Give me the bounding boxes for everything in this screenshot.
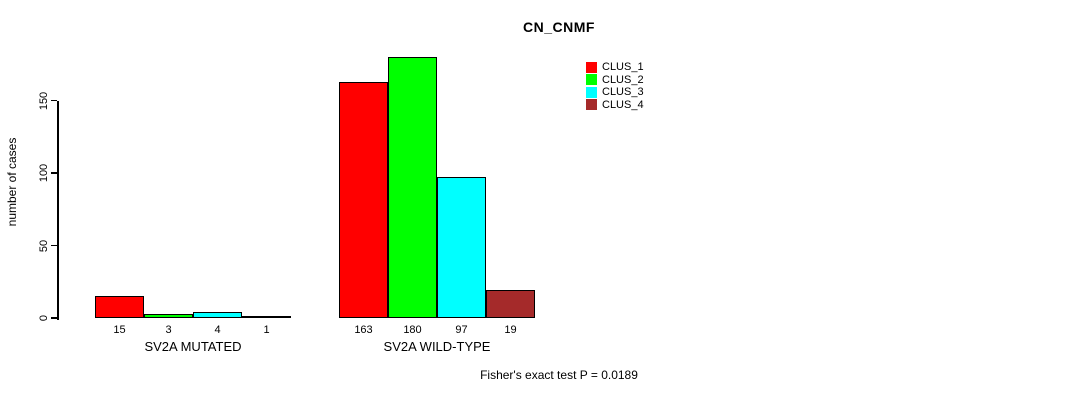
y-tick-label: 50 [38, 239, 50, 252]
bar-value-label-clus-1-sv2a-wild-type: 163 [354, 324, 373, 336]
y-tick-label: 150 [38, 91, 50, 110]
bar-value-label-clus-2-sv2a-wild-type: 180 [403, 324, 422, 336]
legend-swatch-clus-4 [586, 99, 597, 111]
y-tick-mark [51, 317, 57, 319]
bar-value-label-clus-2-sv2a-mutated: 3 [165, 324, 172, 336]
bar-clus-3-sv2a-wild-type [437, 177, 486, 318]
y-tick-label: 100 [38, 163, 50, 183]
bar-value-label-clus-3-sv2a-mutated: 4 [214, 324, 221, 336]
legend-swatch-clus-1 [586, 61, 597, 73]
legend-swatch-clus-2 [586, 74, 597, 86]
bar-clus-4-sv2a-wild-type [486, 290, 535, 318]
y-tick-mark [51, 172, 57, 174]
legend-entry-clus-3: CLUS_3 [586, 86, 644, 99]
bar-value-label-clus-3-sv2a-wild-type: 97 [455, 324, 468, 336]
y-tick-label: 0 [38, 314, 50, 322]
legend-label-clus-1: CLUS_1 [602, 61, 644, 74]
annotation-fisher-test: Fisher's exact test P = 0.0189 [480, 368, 638, 382]
bar-value-label-clus-4-sv2a-wild-type: 19 [504, 324, 517, 336]
bar-clus-2-sv2a-wild-type [388, 57, 437, 318]
legend-entry-clus-1: CLUS_1 [586, 61, 644, 74]
bar-value-label-clus-1-sv2a-mutated: 15 [113, 324, 126, 336]
legend-label-clus-2: CLUS_2 [602, 73, 644, 86]
group-label-sv2a-mutated: SV2A MUTATED [144, 339, 242, 354]
bar-clus-1-sv2a-wild-type [339, 81, 388, 318]
y-tick-mark [51, 99, 57, 102]
chart-title: CN_CNMF [523, 19, 595, 35]
y-tick-mark [51, 244, 57, 247]
y-axis-line [57, 100, 59, 320]
legend-label-clus-4: CLUS_4 [602, 98, 644, 111]
legend: CLUS_1 CLUS_2 CLUS_3 CLUS_4 [586, 61, 644, 111]
bar-clus-1-sv2a-mutated [95, 296, 144, 318]
legend-label-clus-3: CLUS_3 [602, 86, 644, 99]
bar-clus-4-sv2a-mutated [242, 316, 291, 318]
y-axis-label: number of cases [5, 137, 19, 227]
group-label-sv2a-wild-type: SV2A WILD-TYPE [383, 339, 491, 354]
bar-value-label-clus-4-sv2a-mutated: 1 [263, 324, 270, 336]
legend-entry-clus-4: CLUS_4 [586, 99, 644, 112]
bar-clus-2-sv2a-mutated [144, 313, 193, 318]
legend-entry-clus-2: CLUS_2 [586, 74, 644, 87]
legend-swatch-clus-3 [586, 86, 597, 98]
bar-clus-3-sv2a-mutated [193, 312, 242, 318]
